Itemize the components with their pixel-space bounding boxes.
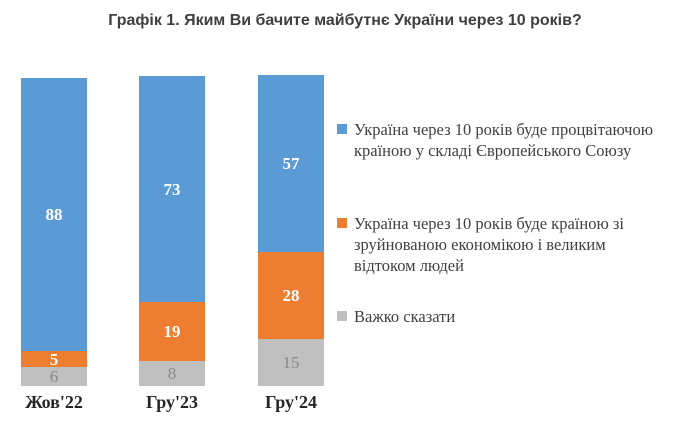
legend-label-line: Україна через 10 років буде країною зі [354, 214, 624, 233]
legend-swatch-icon [337, 311, 347, 321]
legend-item: Україна через 10 років буде країною зі зр… [337, 213, 672, 276]
legend-label-line: зруйнованою економікою і великим [354, 235, 606, 254]
bar-value-label: 15 [282, 353, 300, 372]
bar-value-label: 19 [163, 322, 181, 341]
legend-label: Україна через 10 років буде країною зі зр… [354, 213, 624, 276]
bar-value-label: 88 [45, 205, 63, 224]
bar-segment-series-0: 88 [21, 78, 87, 351]
bar-value-label: 6 [49, 367, 59, 386]
bar-segment-series-1: 19 [139, 302, 205, 361]
bar-segment-series-1: 28 [258, 252, 324, 339]
legend-label-line: Важко сказати [354, 307, 456, 326]
chart-title: Графік 1. Яким Ви бачите майбутнє Україн… [108, 12, 582, 29]
category-axis-label: Гру'24 [264, 392, 318, 412]
category-axis-label: Гру'23 [145, 392, 199, 412]
legend-item: Важко сказати [337, 306, 672, 327]
bar-segment-series-2: 8 [139, 361, 205, 386]
legend-label-line: країною у складі Європейського Союзу [354, 141, 632, 160]
legend-label: Важко сказати [354, 306, 455, 327]
bar-value-label: 5 [49, 349, 59, 369]
bar-column: 57 28 15 Гру'24 [258, 0, 324, 430]
bar-segment-series-0: 57 [258, 75, 324, 252]
bar-value-label: 57 [282, 154, 300, 173]
bar-value-label: 8 [167, 364, 177, 383]
legend-label-line: відтоком людей [354, 256, 464, 275]
bar-segment-series-1: 5 [21, 349, 87, 369]
bar-stack: 73 19 8 [139, 76, 205, 386]
bar-value-label: 28 [282, 286, 300, 305]
legend-swatch-icon [337, 218, 347, 228]
category-axis-label: Жов'22 [25, 392, 83, 412]
bar-column: 88 5 6 Жов'22 [21, 0, 87, 430]
bar-segment-series-0: 73 [139, 76, 205, 302]
legend-label-line: Україна через 10 років буде процвітаючою [354, 120, 654, 139]
bar-segment-series-2: 6 [21, 367, 87, 386]
bar-stack: 57 28 15 [258, 75, 324, 386]
bar-segment-series-2: 15 [258, 339, 324, 386]
legend-item: Україна через 10 років буде процвітаючою… [337, 119, 672, 161]
legend-swatch-icon [337, 124, 347, 134]
bar-value-label: 73 [163, 179, 181, 199]
bar-stack: 88 5 6 [21, 78, 87, 386]
bar-column: 73 19 8 Гру'23 [139, 0, 205, 430]
legend-label: Україна через 10 років буде процвітаючою… [354, 119, 653, 161]
